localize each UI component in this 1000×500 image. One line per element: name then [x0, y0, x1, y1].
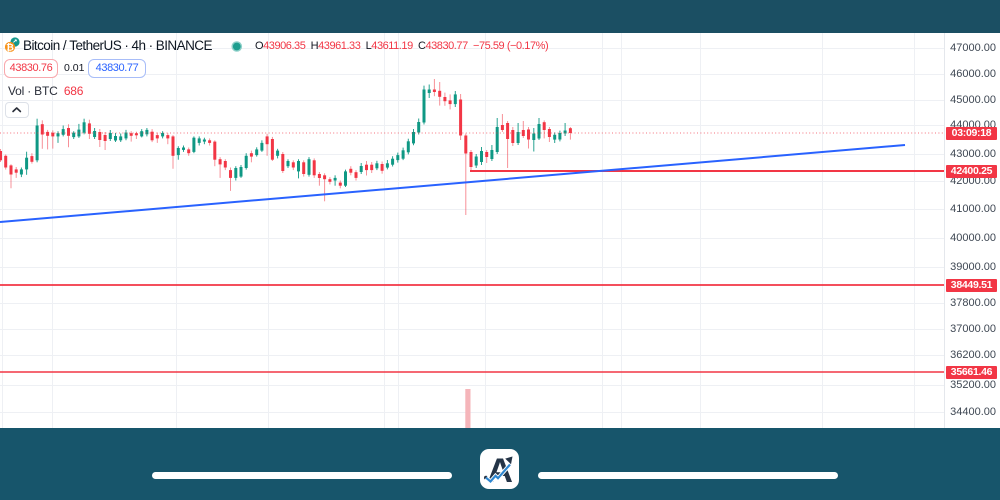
svg-text:₿: ₿ — [6, 43, 14, 54]
